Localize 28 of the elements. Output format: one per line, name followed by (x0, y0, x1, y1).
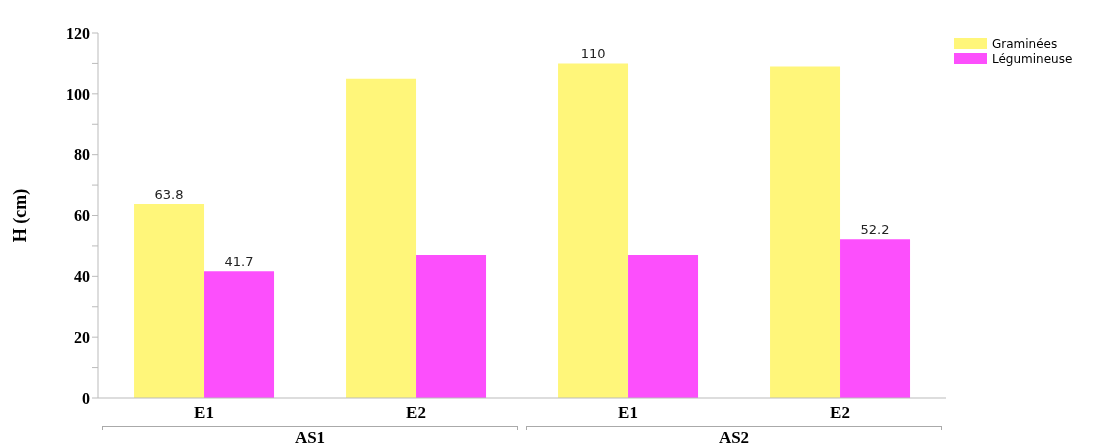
bar (558, 63, 629, 398)
x-tick-label: E1 (618, 403, 638, 423)
y-tick-label: 60 (74, 207, 90, 225)
y-tick-label: 80 (74, 146, 90, 164)
x-tick-label: E1 (194, 403, 214, 423)
y-tick-label: 120 (66, 24, 90, 42)
bar (134, 203, 205, 398)
bar (346, 78, 417, 398)
bar (204, 271, 275, 398)
y-tick-label: 0 (82, 389, 90, 407)
data-label: 63.8 (154, 186, 184, 202)
data-label: 110 (580, 46, 606, 62)
legend-label: Légumineuse (992, 51, 1073, 66)
y-axis-title: H (cm) (10, 188, 32, 243)
legend-label: Graminées (992, 36, 1058, 51)
data-label: 52.2 (860, 222, 890, 238)
data-label: 41.7 (224, 254, 254, 270)
text: AS2 (717, 428, 751, 447)
y-tick-label: 40 (74, 268, 90, 286)
bar (628, 255, 699, 398)
y-tick-label: 100 (66, 85, 90, 103)
bar (770, 66, 841, 398)
bar (840, 239, 911, 398)
x-tick-label: E2 (406, 403, 426, 423)
y-tick-label: 20 (74, 328, 90, 346)
x-tick-label: E2 (830, 403, 850, 423)
text: AS1 (293, 428, 327, 447)
bar (416, 255, 487, 398)
